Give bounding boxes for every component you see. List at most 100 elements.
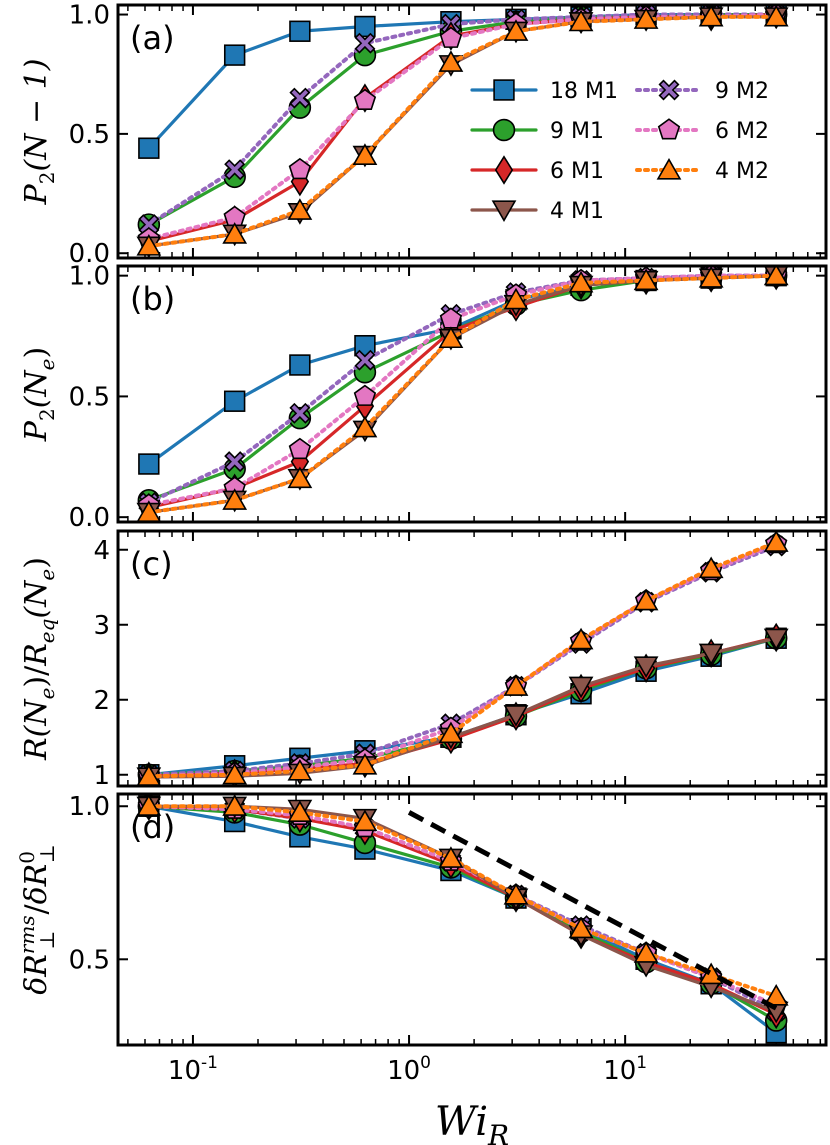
data-point <box>763 5 789 27</box>
data-point <box>763 983 789 1006</box>
x-axis-label: WiR <box>435 1099 509 1145</box>
legend-label: 4 M2 <box>715 159 769 184</box>
data-point <box>763 266 789 286</box>
data-point <box>138 214 160 236</box>
plot-area-d <box>136 794 789 1044</box>
data-point <box>289 402 311 424</box>
series-4-m2 <box>136 531 789 786</box>
y-tick-label: 1.0 <box>69 1 110 31</box>
y-tick-label: 4 <box>93 536 110 566</box>
data-point <box>503 674 529 696</box>
legend-marker <box>493 79 515 101</box>
panel-b: 0.0 0.5 1.0 (b) P2(Ne) <box>19 262 828 533</box>
x-tick-label: 100 <box>387 1053 431 1086</box>
legend-entry: 6 M2 <box>635 118 769 144</box>
y-axis-label: P2(N − 1) <box>19 59 59 206</box>
legend-marker <box>658 79 680 101</box>
series-18-m1 <box>138 5 787 159</box>
data-point <box>354 15 376 38</box>
series-line <box>146 540 779 779</box>
series-line <box>146 273 779 508</box>
data-point <box>568 9 594 32</box>
legend-label: 9 M2 <box>715 79 769 104</box>
y-tick-label: 0.0 <box>69 239 110 269</box>
data-point <box>633 268 659 291</box>
data-point <box>698 5 724 27</box>
data-point <box>354 32 376 54</box>
data-point <box>633 588 659 611</box>
series-line <box>147 804 778 1013</box>
data-point <box>138 137 160 159</box>
plot-area-b <box>136 266 789 522</box>
y-tick-label: 0.0 <box>69 503 110 533</box>
data-point <box>698 643 724 666</box>
data-point <box>763 531 789 552</box>
y-tick-label: 1.0 <box>69 792 110 822</box>
series-line <box>146 12 779 227</box>
legend-label: 6 M1 <box>550 159 604 184</box>
legend-label: 4 M1 <box>550 199 604 224</box>
data-point <box>222 488 248 510</box>
y-axis-label: R(Ne)/Req(Ne) <box>19 557 59 761</box>
legend-label: 6 M2 <box>715 119 769 144</box>
data-point <box>352 809 378 832</box>
data-point <box>287 800 313 822</box>
data-point <box>136 234 162 256</box>
data-point <box>568 270 594 293</box>
y-tick-label: 0.5 <box>69 382 110 412</box>
data-point <box>353 88 377 110</box>
data-point <box>438 326 464 349</box>
axes-frame <box>116 529 828 788</box>
data-point <box>568 627 594 650</box>
data-point <box>698 266 724 288</box>
series-18-m1 <box>138 266 787 475</box>
y-tick-label: 1.0 <box>69 262 110 292</box>
series-line <box>147 636 778 779</box>
data-point <box>763 628 789 651</box>
series-18-m1 <box>138 795 787 1044</box>
legend-entry: 4 M1 <box>470 199 604 224</box>
y-axis-label-text: R(Ne)/Req(Ne) <box>19 557 59 761</box>
y-axis-label: δRrms⊥/δR0⊥ <box>15 844 59 995</box>
series-4-m2 <box>136 5 789 256</box>
series-line <box>146 14 779 249</box>
y-tick-label: 1 <box>93 761 110 791</box>
data-point <box>352 143 378 165</box>
data-point <box>136 794 162 816</box>
data-point <box>223 390 246 412</box>
y-tick-label: 3 <box>93 611 110 641</box>
data-point <box>289 87 311 109</box>
series-line <box>146 273 779 515</box>
series-line <box>147 804 778 1016</box>
data-point <box>287 466 313 489</box>
data-point <box>288 157 312 180</box>
data-point <box>289 20 311 42</box>
series-4-m2 <box>136 266 789 522</box>
series-9-m1 <box>137 266 788 512</box>
data-point <box>438 50 464 72</box>
data-point <box>353 384 377 406</box>
data-point <box>224 451 246 473</box>
data-point <box>438 846 464 868</box>
y-tick-label: 0.5 <box>69 120 110 150</box>
series-line <box>146 804 779 1014</box>
y-axis-label: P2(Ne) <box>19 347 59 442</box>
panel-d: 0.5 1.0 (d) δRrms⊥/δR0⊥ 10-1 100 101 <box>15 792 828 1086</box>
legend-label: 18 M1 <box>550 79 618 104</box>
legend: 18 M1 9 M1 6 M1 4 M1 9 M2 6 M2 4 M2 <box>470 79 769 224</box>
series-4-m2 <box>136 794 789 1006</box>
y-axis-label-text: δRrms⊥/δR0⊥ <box>15 844 59 995</box>
data-point <box>633 656 659 679</box>
data-point <box>352 415 378 438</box>
data-point <box>288 437 312 460</box>
data-point <box>568 916 594 939</box>
data-point <box>287 758 313 781</box>
series-line <box>147 274 778 466</box>
y-axis-label-text: P2(N − 1) <box>19 59 59 206</box>
data-point <box>503 19 529 41</box>
data-point <box>439 26 463 48</box>
legend-marker <box>492 118 516 142</box>
plot-area-a <box>136 5 789 258</box>
series-6-m2 <box>137 5 788 249</box>
